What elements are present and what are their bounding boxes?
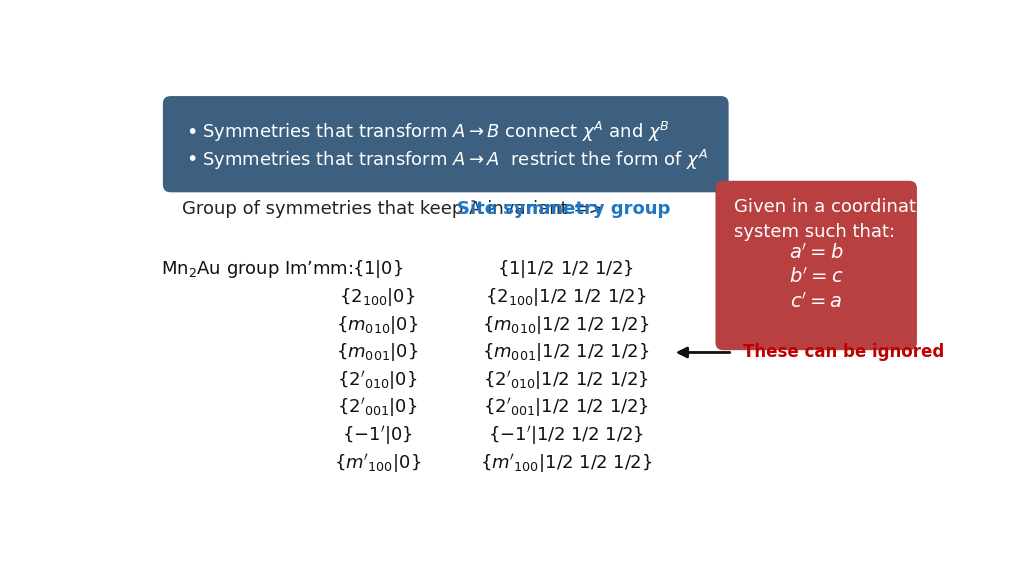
Text: •: • — [186, 150, 198, 169]
Text: $\{-1'|0\}$: $\{-1'|0\}$ — [342, 424, 413, 447]
Text: $\{1|0\}$: $\{1|0\}$ — [352, 258, 403, 281]
FancyBboxPatch shape — [716, 181, 916, 350]
Text: $\{m'_{100}|0\}$: $\{m'_{100}|0\}$ — [334, 452, 421, 475]
Text: $\{m_{010}|1/2\ 1/2\ 1/2\}$: $\{m_{010}|1/2\ 1/2\ 1/2\}$ — [482, 314, 649, 336]
Text: Group of symmetries that keep A invariant =>: Group of symmetries that keep A invarian… — [182, 200, 609, 218]
FancyBboxPatch shape — [163, 96, 729, 192]
Text: $b' = c$: $b' = c$ — [788, 267, 844, 287]
Text: $\mathrm{Mn_2Au}$ group Im’mm:: $\mathrm{Mn_2Au}$ group Im’mm: — [161, 258, 352, 281]
Text: $\{m_{001}|1/2\ 1/2\ 1/2\}$: $\{m_{001}|1/2\ 1/2\ 1/2\}$ — [482, 342, 649, 363]
Text: $c' = a$: $c' = a$ — [790, 291, 843, 312]
Text: Symmetries that transform $A \rightarrow B$ connect $\chi^{A}$ and $\chi^{B}$: Symmetries that transform $A \rightarrow… — [202, 120, 670, 145]
Text: $a' = b$: $a' = b$ — [788, 242, 844, 263]
Text: $\{2'_{010}|1/2\ 1/2\ 1/2\}$: $\{2'_{010}|1/2\ 1/2\ 1/2\}$ — [483, 369, 649, 392]
Text: $\{2'_{001}|1/2\ 1/2\ 1/2\}$: $\{2'_{001}|1/2\ 1/2\ 1/2\}$ — [483, 396, 649, 419]
Text: $\{2'_{001}|0\}$: $\{2'_{001}|0\}$ — [337, 396, 418, 419]
Text: $\{m_{010}|0\}$: $\{m_{010}|0\}$ — [337, 314, 419, 336]
Text: Site symmetry group: Site symmetry group — [458, 200, 671, 218]
Text: •: • — [186, 123, 198, 142]
Text: $\{2_{100}|0\}$: $\{2_{100}|0\}$ — [339, 286, 416, 308]
Text: $\{1|1/2\ 1/2\ 1/2\}$: $\{1|1/2\ 1/2\ 1/2\}$ — [498, 258, 634, 281]
Text: These can be ignored: These can be ignored — [742, 343, 944, 362]
Text: $\{-1'|1/2\ 1/2\ 1/2\}$: $\{-1'|1/2\ 1/2\ 1/2\}$ — [487, 424, 644, 447]
Text: $\{m'_{100}|1/2\ 1/2\ 1/2\}$: $\{m'_{100}|1/2\ 1/2\ 1/2\}$ — [479, 452, 652, 475]
Text: $\{2_{100}|1/2\ 1/2\ 1/2\}$: $\{2_{100}|1/2\ 1/2\ 1/2\}$ — [485, 286, 646, 308]
Text: Given in a coordinate
system such that:: Given in a coordinate system such that: — [734, 199, 927, 241]
Text: $\{m_{001}|0\}$: $\{m_{001}|0\}$ — [337, 342, 419, 363]
Text: $\{2'_{010}|0\}$: $\{2'_{010}|0\}$ — [337, 369, 418, 392]
Text: Symmetries that transform $A \rightarrow A$  restrict the form of $\chi^{A}$: Symmetries that transform $A \rightarrow… — [202, 148, 708, 172]
